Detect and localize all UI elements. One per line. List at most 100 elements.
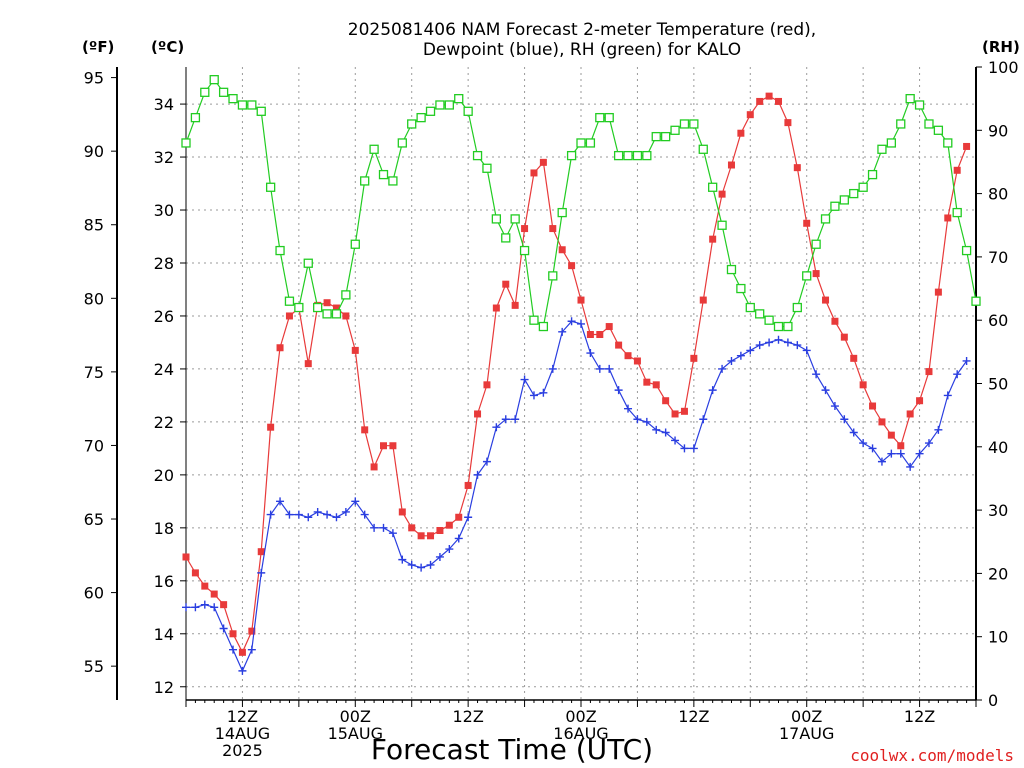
- dewpoint-point: [915, 449, 924, 458]
- time-tick-label: 17AUG: [779, 724, 834, 743]
- chart-title-line-2: Dewpoint (blue), RH (green) for KALO: [423, 40, 741, 60]
- rh-point: [501, 233, 511, 243]
- temperature-point: [718, 190, 726, 198]
- rh-point: [886, 138, 897, 148]
- rh-point: [849, 188, 859, 199]
- dewpoint-point: [464, 513, 473, 522]
- temperature-point: [427, 532, 435, 540]
- temperature-point: [380, 442, 387, 450]
- time-tick-label: 12Z: [452, 707, 483, 726]
- dewpoint-point: [445, 545, 454, 554]
- fahrenheit-tick-label: 90: [84, 142, 104, 161]
- temperature-point: [953, 166, 961, 174]
- temperature-point: [897, 442, 905, 450]
- rh-tick-label: 50: [988, 375, 1008, 394]
- fahrenheit-tick-label: 85: [84, 216, 104, 235]
- temperature-point: [577, 296, 585, 304]
- rh-point: [388, 176, 398, 186]
- rh-point: [642, 150, 652, 161]
- rh-point: [623, 150, 633, 161]
- dewpoint-point: [736, 351, 745, 360]
- rh-tick-label: 60: [988, 311, 1008, 330]
- rh-point: [914, 100, 925, 110]
- temperature-point: [201, 582, 209, 590]
- rh-point: [858, 182, 868, 192]
- rh-point: [896, 119, 906, 129]
- rh-point: [519, 245, 530, 256]
- temperature-point: [530, 169, 538, 177]
- rh-point: [463, 106, 473, 116]
- celsius-tick-label: 32: [154, 148, 174, 167]
- dewpoint-point: [351, 497, 360, 506]
- rh-point: [341, 290, 351, 300]
- dewpoint-point: [501, 415, 510, 424]
- temperature-point: [474, 410, 482, 418]
- rh-point: [943, 138, 953, 148]
- rh-tick-label: 0: [988, 691, 998, 710]
- rh-point: [830, 201, 840, 211]
- data-series: [181, 75, 981, 675]
- rh-point: [200, 87, 210, 97]
- dewpoint-point: [341, 507, 350, 516]
- dewpoint-point: [454, 534, 463, 543]
- dewpoint-point: [200, 600, 209, 609]
- celsius-tick-label: 28: [154, 254, 174, 273]
- temperature-point: [267, 423, 275, 431]
- fahrenheit-tick-label: 60: [84, 584, 104, 603]
- rh-point: [557, 207, 567, 218]
- temperature-point: [662, 397, 670, 405]
- rh-point: [435, 100, 445, 110]
- rh-point: [294, 302, 304, 313]
- rh-tick-label: 70: [988, 248, 1008, 267]
- dewpoint-point: [689, 444, 698, 453]
- temperature-point: [605, 323, 613, 331]
- celsius-tick-label: 20: [154, 466, 174, 485]
- rh-point: [425, 106, 436, 116]
- temperature-point: [586, 331, 594, 339]
- rh-axis-unit: (RH): [982, 38, 1020, 56]
- rh-point: [726, 264, 737, 275]
- temperature-point: [361, 426, 369, 434]
- temperature-point: [699, 296, 707, 304]
- temperature-point: [812, 270, 820, 278]
- rh-point: [773, 321, 784, 332]
- dewpoint-point: [276, 497, 285, 506]
- rh-point: [698, 144, 708, 154]
- temperature-point: [784, 119, 792, 127]
- rh-point: [444, 100, 454, 110]
- rh-point: [736, 283, 746, 294]
- rh-point: [905, 94, 915, 104]
- temperature-point: [916, 397, 924, 405]
- temperature-point: [756, 97, 764, 105]
- rh-point: [181, 138, 191, 148]
- celsius-tick-label: 16: [154, 572, 174, 591]
- dewpoint-point: [718, 364, 727, 373]
- rh-point: [416, 112, 426, 123]
- dewpoint-point: [868, 444, 877, 453]
- rh-point: [755, 309, 765, 319]
- rh-point: [792, 302, 802, 313]
- dewpoint-point: [558, 327, 567, 336]
- rh-point: [228, 94, 238, 104]
- dewpoint-point: [774, 335, 783, 344]
- time-tick-label: 12Z: [227, 707, 258, 726]
- rh-point: [538, 321, 549, 332]
- dewpoint-point: [830, 402, 839, 411]
- rh-tick-label: 100: [988, 58, 1019, 77]
- rh-point: [867, 169, 878, 180]
- dewpoint-point: [304, 513, 313, 522]
- temperature-point: [436, 526, 444, 534]
- rh-point: [209, 75, 219, 85]
- temperature-point: [558, 246, 566, 254]
- temperature-point: [455, 513, 463, 521]
- time-tick-label: 12Z: [678, 707, 709, 726]
- dewpoint-point: [567, 317, 576, 326]
- temperature-point: [220, 601, 228, 609]
- rh-axis: 0 10 20 30 40 50 60 70 80 90 100: [976, 58, 1019, 710]
- rh-point: [811, 239, 821, 249]
- temperature-point: [285, 312, 293, 320]
- temperature-point: [624, 352, 632, 360]
- temperature-point: [615, 341, 623, 349]
- rh-point: [482, 163, 492, 173]
